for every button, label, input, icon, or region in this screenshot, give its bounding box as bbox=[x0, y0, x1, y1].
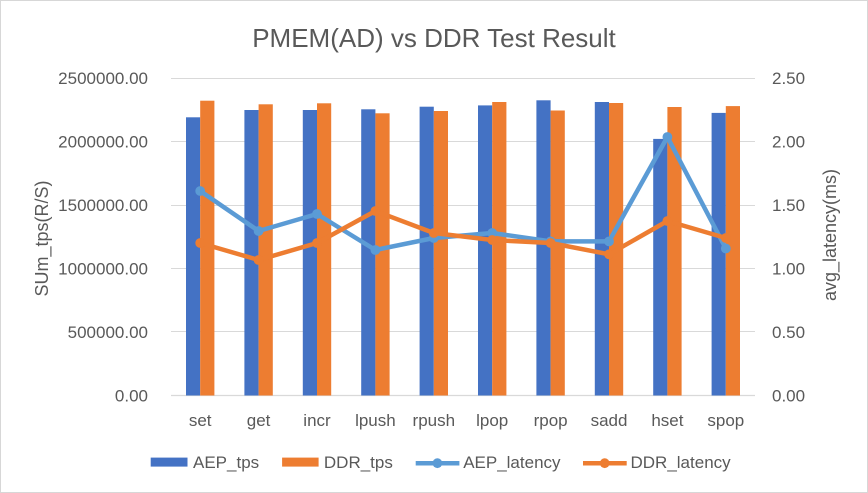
svg-text:rpop: rpop bbox=[533, 411, 567, 430]
svg-text:0.00: 0.00 bbox=[114, 386, 147, 405]
svg-text:get: get bbox=[246, 411, 270, 430]
svg-text:1.50: 1.50 bbox=[772, 196, 805, 215]
svg-text:0.50: 0.50 bbox=[772, 323, 805, 342]
svg-text:2500000.00: 2500000.00 bbox=[58, 69, 148, 88]
svg-text:SUm_tps(R/S): SUm_tps(R/S) bbox=[32, 180, 53, 296]
svg-text:rpush: rpush bbox=[412, 411, 455, 430]
svg-text:lpush: lpush bbox=[355, 411, 396, 430]
svg-text:1000000.00: 1000000.00 bbox=[58, 259, 148, 278]
svg-text:DDR_tps: DDR_tps bbox=[323, 453, 392, 472]
svg-text:1.00: 1.00 bbox=[772, 259, 805, 278]
svg-text:1500000.00: 1500000.00 bbox=[58, 196, 148, 215]
svg-text:lpop: lpop bbox=[476, 411, 508, 430]
svg-text:PMEM(AD) vs DDR Test Result: PMEM(AD) vs DDR Test Result bbox=[252, 23, 616, 53]
svg-text:DDR_latency: DDR_latency bbox=[630, 453, 731, 472]
svg-text:AEP_latency: AEP_latency bbox=[463, 453, 561, 472]
svg-text:2000000.00: 2000000.00 bbox=[58, 132, 148, 151]
svg-text:avg_latency(ms): avg_latency(ms) bbox=[820, 168, 841, 300]
svg-text:hset: hset bbox=[651, 411, 683, 430]
svg-text:AEP_tps: AEP_tps bbox=[193, 453, 259, 472]
svg-text:500000.00: 500000.00 bbox=[67, 323, 147, 342]
svg-text:0.00: 0.00 bbox=[772, 386, 805, 405]
svg-text:2.50: 2.50 bbox=[772, 69, 805, 88]
svg-text:set: set bbox=[188, 411, 211, 430]
svg-text:spop: spop bbox=[707, 411, 744, 430]
svg-text:2.00: 2.00 bbox=[772, 132, 805, 151]
svg-text:sadd: sadd bbox=[590, 411, 627, 430]
svg-text:incr: incr bbox=[303, 411, 331, 430]
